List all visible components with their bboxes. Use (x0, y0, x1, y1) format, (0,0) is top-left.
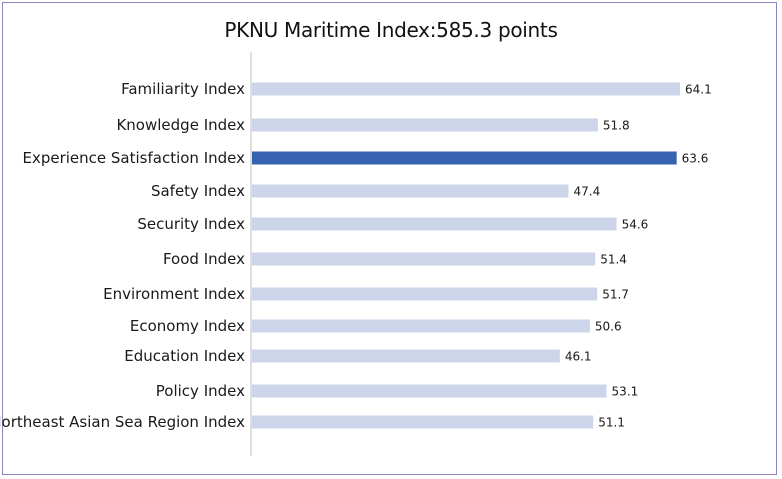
data-label: 51.1 (598, 416, 625, 430)
bar-10 (252, 384, 607, 398)
data-label: 51.8 (603, 119, 630, 133)
data-label: 46.1 (565, 350, 592, 364)
data-label: 51.7 (602, 288, 629, 302)
bar-1 (252, 82, 680, 96)
bar-8 (252, 319, 590, 333)
data-label: 64.1 (685, 83, 712, 97)
category-label: Food Index (163, 250, 245, 268)
bar-11 (252, 415, 594, 429)
bar-4 (252, 184, 569, 198)
category-label: Safety Index (151, 182, 245, 200)
bar-3 (252, 151, 677, 165)
category-label: Security Index (137, 215, 245, 233)
category-label: Familiarity Index (121, 80, 245, 98)
category-label: Economy Index (130, 317, 245, 335)
data-label: 53.1 (612, 385, 639, 399)
bar-7 (252, 287, 598, 301)
category-label: Experience Satisfaction Index (22, 149, 245, 167)
category-label: Education Index (124, 347, 245, 365)
category-label: Knowledge Index (116, 116, 245, 134)
bar-6 (252, 252, 596, 266)
bar-5 (252, 217, 617, 231)
data-label: 51.4 (600, 253, 627, 267)
data-label: 63.6 (682, 152, 709, 166)
category-label: Northeast Asian Sea Region Index (0, 413, 245, 431)
chart-title: PKNU Maritime Index:585.3 points (224, 18, 558, 42)
data-label: 50.6 (595, 320, 622, 334)
category-label: Environment Index (103, 285, 245, 303)
bar-2 (252, 118, 598, 132)
data-label: 47.4 (573, 185, 600, 199)
data-label: 54.6 (622, 218, 649, 232)
category-label: Policy Index (156, 382, 245, 400)
bar-9 (252, 349, 560, 363)
